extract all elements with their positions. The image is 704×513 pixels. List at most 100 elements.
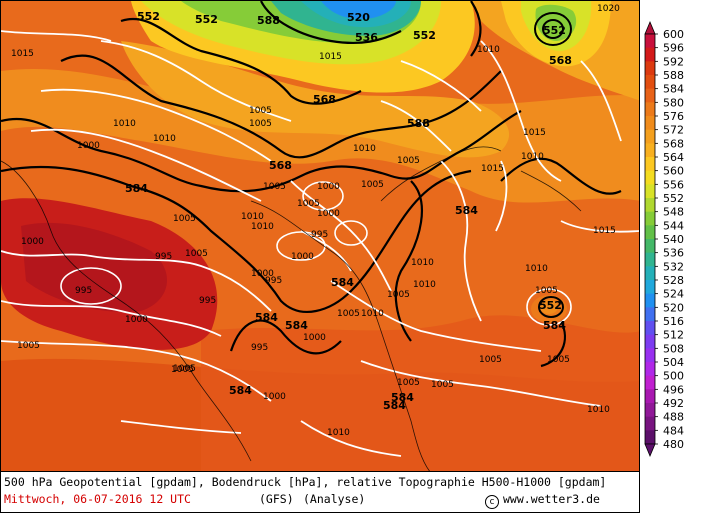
geopotential-label: 568: [269, 159, 292, 172]
pressure-label: 1005: [361, 180, 384, 190]
legend-level-label: 556: [663, 178, 684, 191]
legend-level-label: 492: [663, 397, 684, 410]
geopotential-label: 552: [539, 299, 562, 312]
legend-swatch: [645, 403, 655, 418]
legend-level-label: 552: [663, 192, 684, 205]
credit[interactable]: c www.wetter3.de: [485, 492, 600, 509]
isobar-cells: [60, 181, 572, 326]
pressure-label: 1005: [249, 119, 272, 129]
legend-level-label: 532: [663, 260, 684, 273]
legend-level-label: 580: [663, 96, 684, 109]
legend-swatch: [645, 362, 655, 377]
geopotential-label: 584: [229, 384, 252, 397]
pressure-label: 1010: [113, 119, 136, 129]
pressure-label: 1005: [479, 355, 502, 365]
pressure-label: 995: [75, 286, 92, 296]
map-footer: 500 hPa Geopotential [gpdam], Bodendruck…: [0, 472, 640, 513]
pressure-label: 1010: [521, 152, 544, 162]
pressure-label: 1005: [535, 286, 558, 296]
pressure-label: 1015: [319, 52, 342, 62]
legend-level-label: 544: [663, 219, 684, 232]
pressure-label: 995: [265, 276, 282, 286]
pressure-label: 1000: [21, 237, 44, 247]
legend-level-label: 488: [663, 411, 684, 424]
credit-link[interactable]: www.wetter3.de: [503, 492, 600, 506]
geopotential-label: 552: [543, 24, 566, 37]
geopotential-label: 552: [137, 10, 160, 23]
legend-swatch: [645, 239, 655, 254]
pressure-label: 1000: [125, 315, 148, 325]
geopotential-label: 552: [413, 29, 436, 42]
legend-swatch: [645, 198, 655, 213]
pressure-label: 1005: [397, 156, 420, 166]
legend-level-label: 600: [663, 28, 684, 41]
legend-swatch: [645, 266, 655, 281]
legend-swatch: [645, 184, 655, 199]
pressure-label: 1005: [173, 214, 196, 224]
thickness-band-572: [1, 69, 639, 203]
pressure-label: 1005: [185, 249, 208, 259]
copyright-icon: c: [485, 495, 499, 509]
pressure-label: 1010: [353, 144, 376, 154]
model-name: (GFS): [259, 492, 294, 506]
geopotential-label: 584: [331, 276, 354, 289]
legend-level-label: 536: [663, 247, 684, 260]
legend-swatch: [645, 334, 655, 349]
pressure-label: 1005: [547, 355, 570, 365]
legend-swatch: [645, 157, 655, 172]
pressure-label: 1010: [153, 134, 176, 144]
pressure-label: 1010: [361, 309, 384, 319]
pressure-label: 1005: [397, 378, 420, 388]
legend-swatch: [645, 389, 655, 404]
legend-level-label: 584: [663, 83, 684, 96]
legend-level-label: 520: [663, 301, 684, 314]
geopotential-label: 568: [313, 93, 336, 106]
pressure-label: 1000: [317, 182, 340, 192]
legend-swatch: [645, 34, 655, 49]
legend-swatch: [645, 211, 655, 226]
pressure-label: 1000: [303, 333, 326, 343]
pressure-label: 1015: [481, 164, 504, 174]
legend-swatch: [645, 430, 655, 445]
geopotential-label: 520: [347, 11, 370, 24]
legend-swatch: [645, 47, 655, 62]
legend-swatch: [645, 88, 655, 103]
legend-level-label: 524: [663, 288, 684, 301]
pressure-label: 995: [155, 252, 172, 262]
legend-swatch: [645, 375, 655, 390]
pressure-label: 995: [199, 296, 216, 306]
legend-swatch: [645, 348, 655, 363]
legend-swatch: [645, 116, 655, 131]
pressure-label: 1010: [411, 258, 434, 268]
geopotential-label: 584: [255, 311, 278, 324]
pressure-label: 1020: [597, 4, 620, 14]
geopotential-label: 536: [355, 31, 378, 44]
legend-level-label: 548: [663, 206, 684, 219]
coastlines: [1, 146, 582, 471]
pressure-label: 1005: [249, 106, 272, 116]
geopotential-label: 584: [391, 391, 414, 404]
thickness-band-568: [121, 41, 510, 158]
legend-swatch: [645, 416, 655, 431]
legend-level-label: 528: [663, 274, 684, 287]
legend-level-label: 480: [663, 438, 684, 451]
pressure-label: 1010: [413, 280, 436, 290]
legend-level-label: 564: [663, 151, 684, 164]
geopotential-labels: 552 552 520 536 552 588 552 568 568 588 …: [125, 10, 572, 412]
geopotential-contours: [1, 1, 622, 368]
pressure-label: 1005: [171, 365, 194, 375]
legend-swatch: [645, 225, 655, 240]
weather-map: 1005 1010 1015 1000 995 1005 1010 1005 1…: [0, 0, 640, 472]
pressure-label: 1005: [387, 290, 410, 300]
geopotential-label: 584: [383, 399, 406, 412]
legend-level-label: 568: [663, 137, 684, 150]
thickness-band-520: [321, 1, 396, 19]
analysis-label: (Analyse): [303, 492, 366, 506]
pressure-label: 1000: [251, 269, 274, 279]
pressure-label: 1005: [337, 309, 360, 319]
pressure-label: 995: [311, 230, 328, 240]
geopotential-label: 588: [407, 117, 430, 130]
legend-level-label: 588: [663, 69, 684, 82]
geopotential-label: 588: [257, 14, 280, 27]
legend-swatch: [645, 252, 655, 267]
